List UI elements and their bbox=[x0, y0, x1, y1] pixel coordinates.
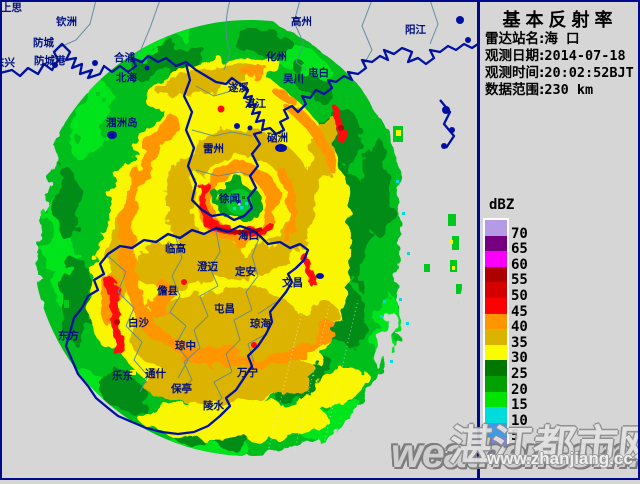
map-place-label: 北海 bbox=[116, 71, 137, 84]
map-place-label: 儋县 bbox=[157, 284, 178, 297]
map-place-label: 钦洲 bbox=[56, 15, 77, 28]
radar-echo-layer bbox=[36, 20, 464, 456]
map-place-label: 保亭 bbox=[170, 382, 192, 395]
legend-swatch bbox=[485, 235, 507, 252]
legend-swatch bbox=[485, 282, 507, 298]
map-place-label: 吴川 bbox=[283, 73, 304, 85]
legend-value: 35 bbox=[511, 334, 528, 351]
map-place-label: 琼海 bbox=[250, 317, 271, 330]
legend-value: 50 bbox=[511, 288, 528, 304]
legend-value: 5 bbox=[511, 428, 520, 445]
map-place-label: 遂溪 bbox=[228, 81, 249, 94]
map-place-label: 澄迈 bbox=[197, 260, 218, 273]
info-value: 230 km bbox=[544, 82, 594, 98]
legend-swatch bbox=[485, 375, 507, 392]
legend-swatch bbox=[485, 266, 507, 283]
info-label: 雷达站名: bbox=[485, 31, 545, 47]
legend-value: 20 bbox=[511, 381, 528, 398]
radar-info: 雷达站名:海 口观测日期:2014-07-18 观测时间:20:02:52BJT 数… bbox=[485, 29, 634, 98]
typhoon-eye bbox=[218, 181, 260, 223]
map-place-label: 海口 bbox=[238, 229, 259, 242]
legend-value: 55 bbox=[511, 272, 528, 289]
map-place-label: 高州 bbox=[291, 15, 312, 28]
info-value: 2014-07-18 bbox=[544, 48, 626, 64]
legend-swatch bbox=[485, 407, 507, 423]
map-place-label: 定安 bbox=[234, 265, 256, 278]
legend-swatch bbox=[485, 422, 507, 439]
map-place-label: 琼中 bbox=[175, 339, 196, 352]
info-row: 数据范围:230 km bbox=[485, 80, 634, 98]
map-place-label: 硇洲 bbox=[266, 131, 288, 144]
county-boundaries bbox=[57, 0, 439, 411]
panel-title: 基本反射率 bbox=[502, 10, 618, 31]
legend-swatch bbox=[485, 313, 507, 330]
legend-value: 40 bbox=[511, 319, 528, 336]
legend-swatch bbox=[485, 360, 507, 376]
map-place-label: 合浦 bbox=[113, 51, 135, 64]
legend-value: 30 bbox=[511, 350, 528, 367]
map-place-label: 万宁 bbox=[236, 366, 258, 379]
map-place-label: 徐闻 bbox=[218, 192, 240, 205]
dbz-legend bbox=[483, 218, 509, 456]
legend-value: 0 bbox=[511, 444, 520, 460]
graticule-lines bbox=[267, 299, 359, 456]
map-place-label: 涠洲岛 bbox=[106, 116, 138, 129]
info-value: 海 口 bbox=[544, 31, 580, 47]
legend-swatch bbox=[485, 251, 507, 267]
dbz-legend-values: 70 65 60 55 50 45 40 35 30 25 20 15 10 5 0 bbox=[511, 218, 551, 460]
dbz-unit-label: dBZ bbox=[489, 197, 515, 213]
map-place-label: 防城 bbox=[33, 36, 54, 49]
info-value: 20:02:52BJT bbox=[544, 65, 634, 81]
map-place-label: 东兴 bbox=[0, 56, 15, 69]
legend-swatch bbox=[485, 297, 507, 314]
info-label: 观测日期: bbox=[485, 48, 545, 64]
info-label: 观测时间: bbox=[485, 65, 545, 81]
map-place-label: 防城港 bbox=[34, 54, 66, 67]
legend-swatch bbox=[485, 329, 507, 345]
info-row: 观测日期:2014-07-18 bbox=[485, 46, 634, 64]
map-place-label: 东方 bbox=[58, 329, 79, 342]
map-place-label: 湛江 bbox=[245, 97, 266, 110]
map-place-label: 白沙 bbox=[128, 316, 149, 329]
legend-swatch bbox=[485, 438, 507, 454]
legend-value: 15 bbox=[511, 397, 528, 414]
map-place-label: 乐东 bbox=[112, 369, 133, 382]
islands bbox=[52, 16, 471, 279]
map-place-label: 通什 bbox=[145, 367, 166, 380]
legend-value: 25 bbox=[511, 366, 528, 382]
info-row: 雷达站名:海 口 bbox=[485, 29, 634, 47]
legend-value: 60 bbox=[511, 256, 528, 273]
coastline bbox=[0, 42, 479, 436]
panel-divider bbox=[477, 0, 480, 480]
legend-swatch bbox=[485, 344, 507, 361]
legend-value: 45 bbox=[511, 303, 528, 320]
map-place-label: 临高 bbox=[165, 242, 186, 255]
map-place-label: 陵水 bbox=[203, 399, 224, 412]
map-place-label: 阳江 bbox=[405, 23, 426, 36]
legend-value: 70 bbox=[511, 225, 528, 242]
map-place-label: 屯昌 bbox=[214, 302, 235, 315]
info-label: 数据范围: bbox=[485, 82, 545, 98]
map-place-label: 上思 bbox=[1, 1, 22, 14]
map-place-label: 化州 bbox=[266, 50, 287, 63]
legend-value: 10 bbox=[511, 412, 528, 429]
info-row: 观测时间:20:02:52BJT bbox=[485, 63, 634, 81]
map-place-label: 电白 bbox=[308, 66, 329, 79]
legend-swatch bbox=[485, 391, 507, 408]
map-place-label: 文昌 bbox=[281, 276, 303, 289]
legend-swatch bbox=[485, 220, 507, 236]
map-place-label: 雷州 bbox=[203, 143, 224, 155]
legend-value: 65 bbox=[511, 241, 528, 258]
